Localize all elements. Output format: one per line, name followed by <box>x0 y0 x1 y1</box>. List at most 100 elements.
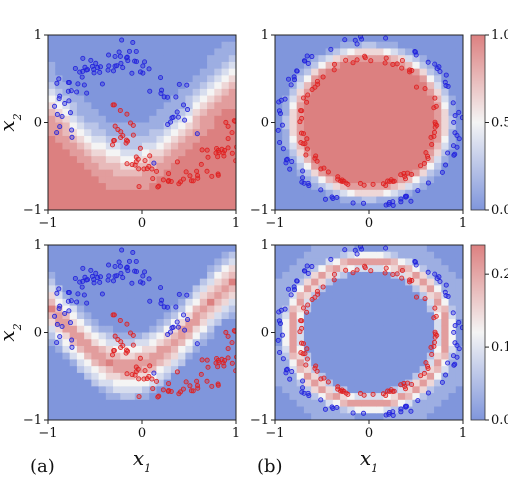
contour-cell <box>419 55 428 63</box>
contour-cell <box>55 41 64 50</box>
contour-cell <box>105 352 114 361</box>
contour-cell <box>376 345 385 354</box>
contour-cell <box>390 379 399 387</box>
contour-cell <box>207 48 215 56</box>
point-class-0 <box>454 354 460 360</box>
contour-cell <box>55 271 64 280</box>
contour-cell <box>214 176 223 184</box>
contour-cell <box>105 75 114 83</box>
point-class-1 <box>187 173 193 179</box>
contour-cell <box>221 109 230 117</box>
point-class-0 <box>84 300 90 306</box>
contour-cell <box>311 176 319 184</box>
contour-cell <box>76 142 85 151</box>
contour-cell <box>185 109 194 117</box>
contour-cell <box>185 406 194 414</box>
contour-cell <box>282 109 291 117</box>
contour-cell <box>55 258 64 266</box>
point-class-1 <box>188 178 194 184</box>
contour-cell <box>76 156 85 164</box>
contour-cell <box>405 189 413 198</box>
contour-cell <box>207 251 215 260</box>
contour-cell <box>318 271 327 280</box>
contour-cell <box>207 41 215 50</box>
contour-cell <box>361 278 370 286</box>
contour-cell <box>332 41 341 50</box>
contour-cell <box>149 319 158 327</box>
point-class-0 <box>97 279 103 285</box>
contour-cell <box>311 61 319 70</box>
point-class-0 <box>69 344 75 350</box>
contour-cell <box>354 189 363 198</box>
contour-cell <box>390 169 399 177</box>
contour-cell <box>332 203 341 210</box>
point-class-0 <box>120 65 126 71</box>
point-class-0 <box>57 93 63 99</box>
contour-cell <box>289 305 298 313</box>
contour-cell <box>142 122 150 130</box>
contour-cell <box>340 325 348 334</box>
contour-cell <box>441 203 450 210</box>
point-class-0 <box>75 291 81 297</box>
contour-cell <box>434 115 442 124</box>
contour-cell <box>199 129 208 137</box>
contour-cell <box>361 379 370 387</box>
contour-cell <box>48 169 56 177</box>
contour-cell <box>397 298 406 307</box>
contour-cell <box>163 109 172 117</box>
contour-cell <box>282 399 291 408</box>
contour-cell <box>412 305 421 313</box>
contour-cell <box>69 75 78 83</box>
contour-cell <box>441 48 450 56</box>
contour-cell <box>354 325 363 334</box>
contour-cell <box>441 278 450 286</box>
contour-cell <box>275 196 283 204</box>
contour-cell <box>113 203 121 210</box>
contour-cell <box>318 109 327 117</box>
contour-cell <box>412 41 421 50</box>
contour-cell <box>441 68 450 76</box>
contour-cell <box>318 399 327 408</box>
point-class-1 <box>362 263 368 269</box>
contour-cell <box>156 399 165 408</box>
contour-cell <box>178 41 186 50</box>
contour-cell <box>405 366 413 374</box>
contour-cell <box>311 332 319 340</box>
point-class-0 <box>167 329 173 335</box>
point-class-0 <box>54 111 60 117</box>
contour-cell <box>142 115 150 124</box>
contour-cell <box>296 48 305 56</box>
contour-cell <box>282 122 291 130</box>
contour-cell <box>127 142 136 151</box>
contour-cell <box>48 393 56 401</box>
contour-cell <box>98 312 107 320</box>
contour-cell <box>390 102 399 110</box>
contour-cell <box>311 55 319 63</box>
contour-cell <box>289 88 298 97</box>
contour-cell <box>275 265 283 273</box>
contour-cell <box>455 292 463 300</box>
point-class-1 <box>195 175 201 181</box>
contour-cell <box>354 312 363 320</box>
point-class-0 <box>329 404 335 410</box>
contour-cell <box>185 352 194 361</box>
contour-cell <box>361 142 370 151</box>
contour-cell <box>347 352 356 361</box>
contour-cell <box>289 55 298 63</box>
contour-cell <box>178 203 186 210</box>
y-tick-label: −1 <box>250 413 269 428</box>
contour-cell <box>105 129 114 137</box>
x-axis-label-sub: 1 <box>144 462 151 475</box>
contour-cell <box>369 265 377 273</box>
contour-cell <box>332 176 341 184</box>
contour-cell <box>434 258 442 266</box>
contour-cell <box>62 135 71 144</box>
contour-cell <box>163 406 172 414</box>
contour-cell <box>303 109 312 117</box>
contour-cell <box>289 372 298 381</box>
contour-cell <box>325 55 334 63</box>
contour-cell <box>361 48 370 56</box>
contour-cell <box>192 68 201 76</box>
contour-cell <box>127 379 136 387</box>
